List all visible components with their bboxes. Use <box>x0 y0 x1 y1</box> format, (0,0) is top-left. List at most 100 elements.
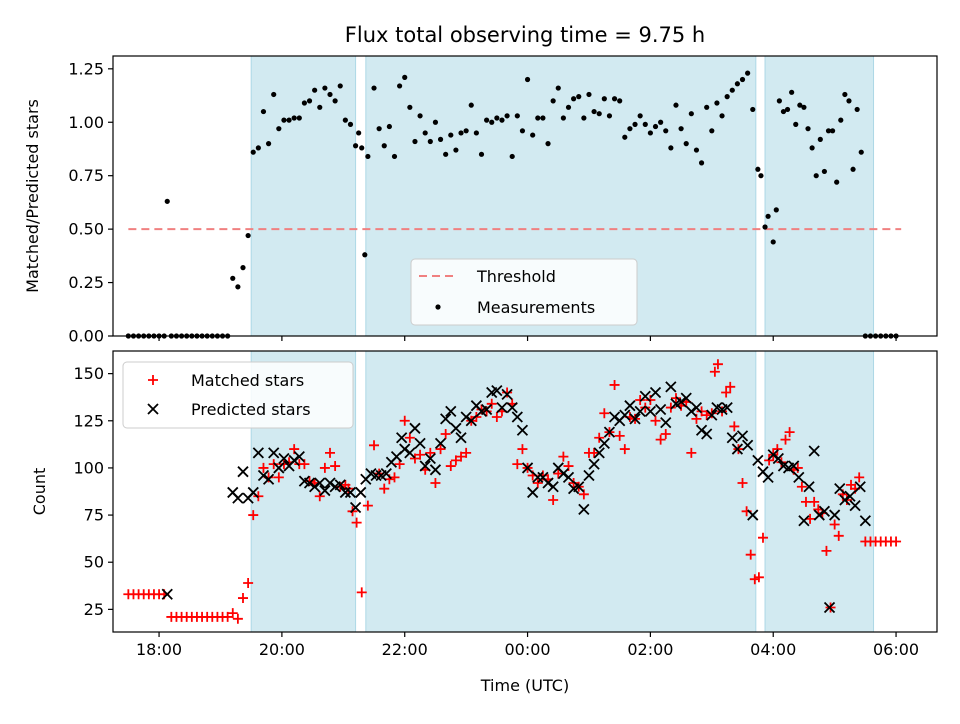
measurement-point <box>301 100 308 106</box>
x-tick-label: 06:00 <box>873 640 919 659</box>
measurement-point <box>617 98 623 104</box>
measurement-point <box>540 115 546 121</box>
measurement-point <box>596 111 602 117</box>
y-tick-label: 125 <box>73 411 104 430</box>
matched-point <box>772 444 783 455</box>
measurement-point <box>576 94 582 100</box>
measurement-point <box>555 85 561 91</box>
predicted-point <box>619 409 631 421</box>
measurement-point <box>642 121 648 127</box>
predicted-point <box>288 454 300 467</box>
measurement-point <box>412 138 418 145</box>
predicted-point <box>644 405 657 417</box>
predicted-point <box>675 396 687 408</box>
predicted-point <box>793 471 805 483</box>
measurement-point <box>473 130 479 136</box>
measurement-point <box>519 128 526 134</box>
predicted-point <box>649 386 662 399</box>
matched-point <box>243 577 254 588</box>
matched-point <box>721 387 732 398</box>
measurement-point <box>704 104 710 110</box>
measurement-point <box>632 121 638 127</box>
measurement-point <box>784 106 791 113</box>
legend-box <box>122 361 354 429</box>
matched-point <box>471 412 482 423</box>
measurement-point <box>509 153 515 160</box>
predicted-point <box>562 471 575 483</box>
matched-point <box>891 536 902 547</box>
matched-point <box>619 444 630 455</box>
matched-point <box>796 481 807 492</box>
matched-point <box>660 428 671 439</box>
matched-point <box>725 381 736 392</box>
predicted-point <box>752 454 764 467</box>
matched-point <box>712 359 723 370</box>
matched-point <box>512 459 523 470</box>
x-tick-label: 22:00 <box>382 640 428 659</box>
predicted-point <box>506 401 518 414</box>
measurement-point <box>397 83 403 89</box>
predicted-point <box>262 473 275 485</box>
y-tick-label: 100 <box>73 458 104 477</box>
measurement-point <box>825 128 832 134</box>
measurement-point <box>250 149 256 155</box>
predicted-point <box>772 452 784 465</box>
matched-point <box>706 408 717 419</box>
predicted-point <box>839 494 851 506</box>
predicted-point <box>578 503 590 516</box>
matched-point <box>325 447 336 458</box>
measurement-point <box>352 143 359 149</box>
matched-point <box>330 461 341 472</box>
predicted-point <box>521 462 534 474</box>
measurement-point <box>606 113 613 119</box>
measurement-point <box>560 115 566 121</box>
measurement-point <box>391 153 398 160</box>
predicted-point <box>440 413 452 425</box>
matched-point <box>553 468 564 479</box>
measurement-point <box>842 91 848 98</box>
measurement-point <box>846 98 852 104</box>
legend-top: Threshold Measurements <box>410 258 638 326</box>
measurement-point <box>658 119 664 125</box>
measurement-point <box>668 145 674 151</box>
measurement-point <box>530 132 536 138</box>
predicted-point <box>424 452 436 465</box>
predicted-point <box>429 464 442 476</box>
matched-point <box>696 406 707 417</box>
predicted-point <box>583 469 595 482</box>
matched-point <box>614 430 625 441</box>
predicted-point <box>334 479 346 491</box>
measurement-point <box>545 141 551 147</box>
measurement-point <box>230 275 236 281</box>
measurement-point <box>745 70 751 76</box>
predicted-point <box>654 403 667 416</box>
matched-point <box>548 494 559 505</box>
predicted-point <box>660 417 672 429</box>
y-tick-label: 25 <box>84 600 104 619</box>
measurement-point <box>829 128 836 134</box>
x-tick-label: 20:00 <box>259 640 305 659</box>
measurement-point <box>565 104 572 110</box>
predicted-point <box>767 449 779 461</box>
matched-point <box>650 415 661 426</box>
measurement-point <box>499 117 505 123</box>
predicted-point <box>501 388 513 401</box>
predicted-point <box>414 437 426 450</box>
predicted-point <box>273 462 285 474</box>
measurement-point <box>494 115 500 121</box>
measurement-point <box>245 232 251 239</box>
measurement-point <box>601 96 607 102</box>
measurement-point <box>312 87 318 93</box>
measurement-point <box>693 147 700 153</box>
matched-point <box>670 393 681 404</box>
matched-point <box>502 387 513 398</box>
predicted-point <box>460 411 472 423</box>
measurement-point <box>276 126 282 132</box>
measurement-point <box>255 145 261 151</box>
predicted-point <box>278 452 290 465</box>
predicted-point <box>736 430 749 442</box>
predicted-point <box>303 477 316 489</box>
predicted-point <box>339 486 351 499</box>
measurement-point <box>719 113 725 119</box>
